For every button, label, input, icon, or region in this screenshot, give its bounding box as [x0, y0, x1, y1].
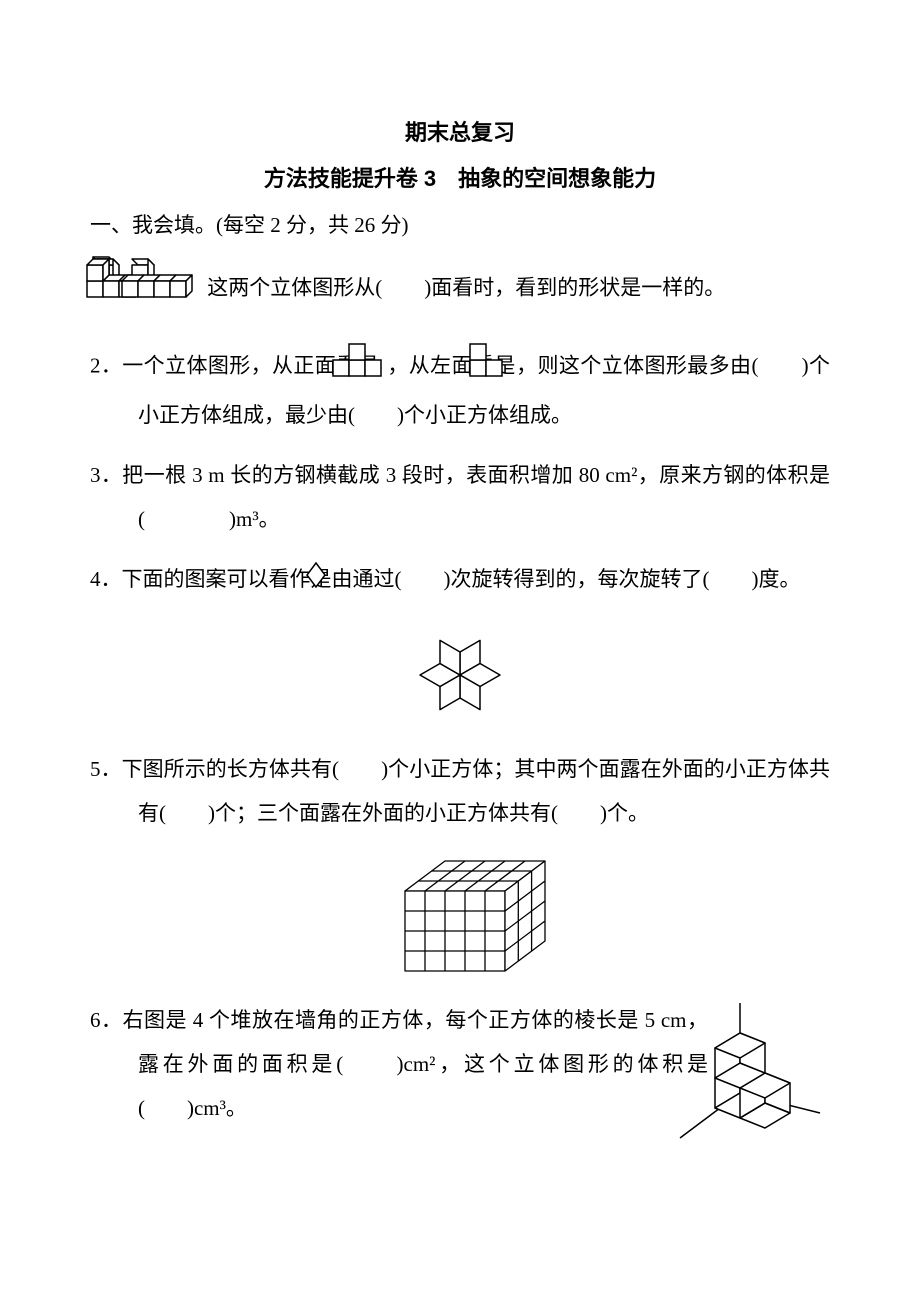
q6-corner-figure — [718, 998, 830, 1163]
q2-front-view-icon — [379, 342, 387, 393]
question-6: 6．右图是 4 个堆放在墙角的正方体，每个正方体的棱长是 5 cm，露在外面的面… — [90, 998, 830, 1163]
title-main: 期末总复习 — [90, 115, 830, 147]
q3-text: 3．把一根 3 m 长的方钢横截成 3 段时，表面积增加 80 cm²，原来方钢… — [90, 463, 830, 531]
worksheet-page: 期末总复习 方法技能提升卷 3 抽象的空间想象能力 一、我会填。(每空 2 分，… — [0, 0, 920, 1302]
hexagram-icon — [405, 620, 515, 730]
q1-text: 这两个立体图形从( )面看时，看到的形状是一样的。 — [207, 275, 725, 299]
q5-cuboid-figure — [90, 851, 830, 986]
question-2: 2．一个立体图形，从正面看是 ，从左面看是 ，则这个立体图形最多由( )个小正方… — [90, 342, 830, 437]
section-heading: 一、我会填。(每空 2 分，共 26 分) — [90, 209, 830, 239]
q4-star-figure — [90, 620, 830, 735]
q1-solid-2-icon — [160, 253, 202, 326]
question-3: 3．把一根 3 m 长的方钢横截成 3 段时，表面积增加 80 cm²，原来方钢… — [90, 453, 830, 541]
q6-text: 6．右图是 4 个堆放在墙角的正方体，每个正方体的棱长是 5 cm，露在外面的面… — [90, 1008, 708, 1120]
question-1: 1． — [90, 253, 830, 326]
q4-text-b: 通过( )次旋转得到的，每次旋转了( )度。 — [353, 567, 801, 591]
question-5: 5．下图所示的长方体共有( )个小正方体；其中两个面露在外面的小正方体共有( )… — [90, 747, 830, 835]
question-4: 4．下面的图案可以看作是由 通过( )次旋转得到的，每次旋转了( )度。 — [90, 557, 830, 603]
title-sub: 方法技能提升卷 3 抽象的空间想象能力 — [90, 161, 830, 193]
cuboid-grid-icon — [365, 851, 555, 981]
q5-text: 5．下图所示的长方体共有( )个小正方体；其中两个面露在外面的小正方体共有( )… — [90, 757, 830, 825]
